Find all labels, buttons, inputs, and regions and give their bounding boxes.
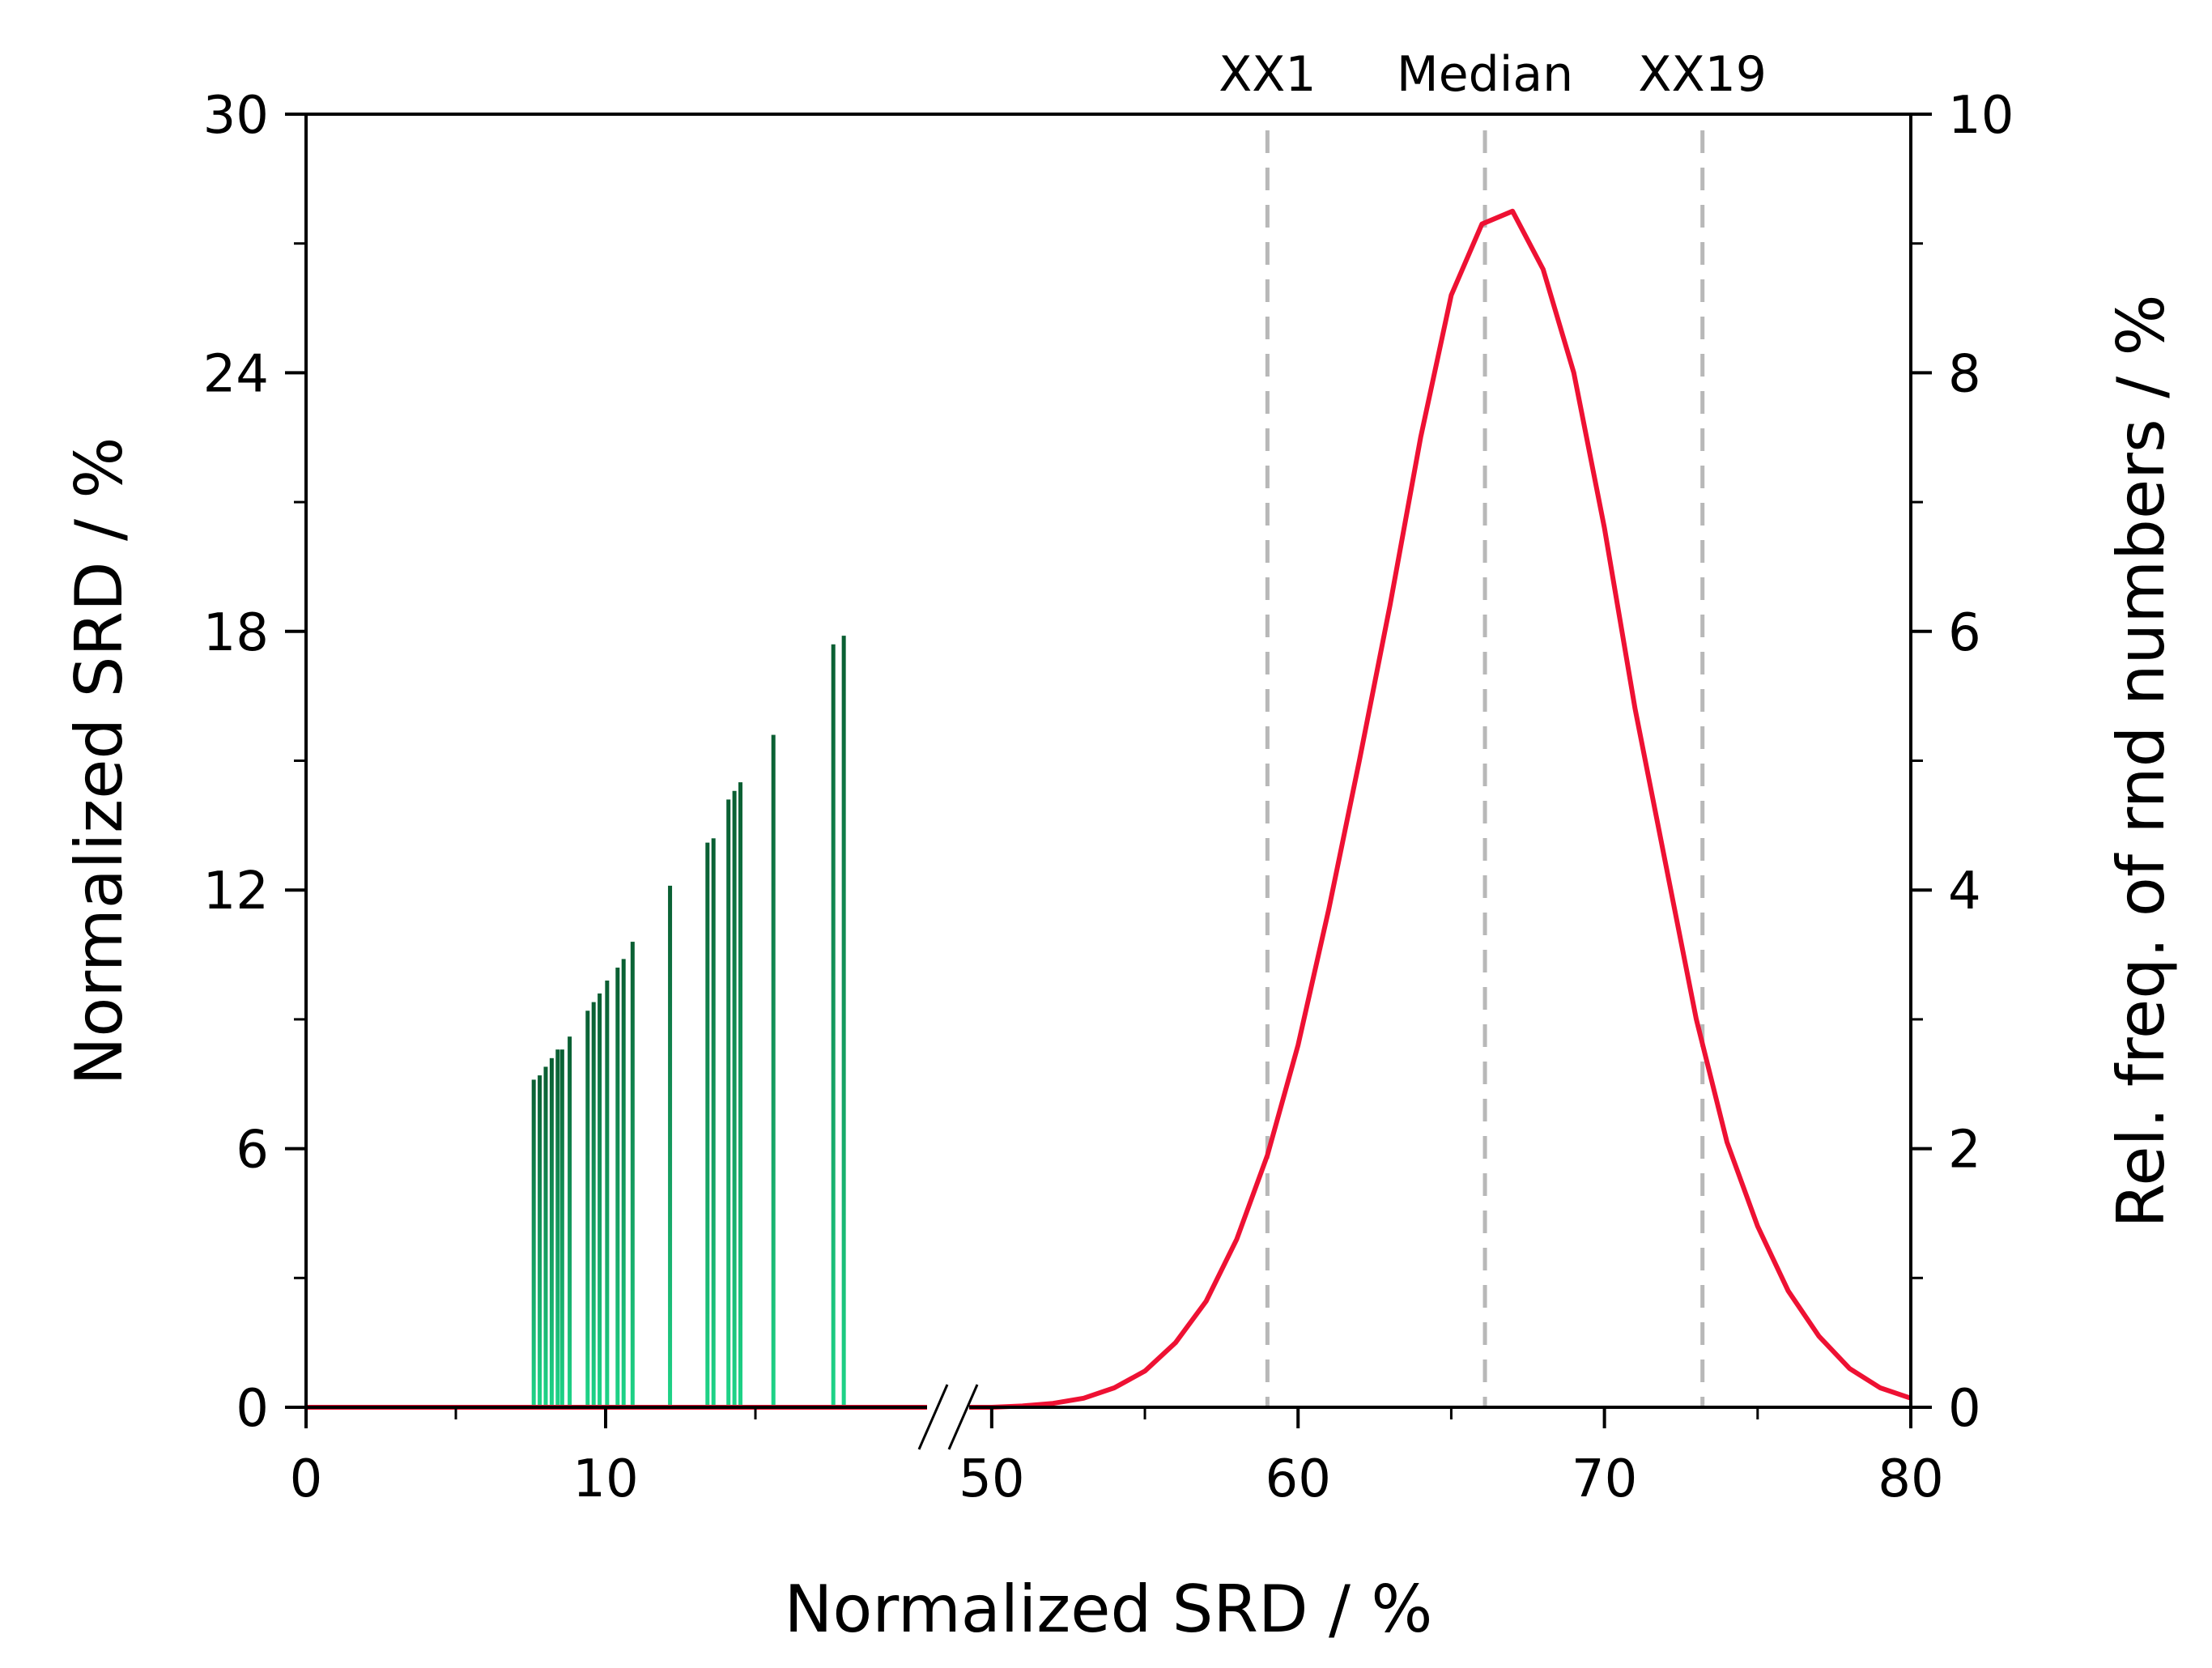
x-tick-label: 60: [1266, 1449, 1331, 1509]
reference-line-label: XX19: [1638, 46, 1767, 103]
y-left-tick-label: 6: [236, 1121, 269, 1181]
y-left-tick-label: 0: [236, 1379, 269, 1439]
bar: [559, 1049, 564, 1407]
axis-break-mark-right: [947, 1384, 979, 1450]
bar: [726, 799, 731, 1407]
bar: [543, 1066, 548, 1407]
bar-series: [531, 636, 846, 1407]
reference-lines: XX1 Median XX19: [1219, 46, 1767, 1407]
bar: [605, 980, 610, 1407]
y-right-tick-label: 6: [1948, 603, 1981, 663]
x-tick-label: 50: [959, 1449, 1024, 1509]
x-tick-label: 70: [1572, 1449, 1637, 1509]
left-axis-ticks: 0 6 12 18 24 30: [203, 86, 306, 1439]
bar: [555, 1049, 560, 1407]
bar: [615, 968, 620, 1407]
bar: [841, 636, 846, 1407]
reference-line-label: XX1: [1219, 46, 1316, 103]
bar: [630, 942, 635, 1407]
bar: [732, 790, 737, 1407]
bar: [621, 959, 626, 1407]
y-left-tick-label: 18: [203, 603, 269, 663]
y-left-tick-label: 24: [203, 344, 269, 404]
bar: [711, 838, 716, 1407]
x-axis-ticks: 0 10 50 60 70 80: [290, 1407, 1944, 1509]
right-axis-ticks: 0 2 4 6 8 10: [1911, 86, 2014, 1439]
axis-break-gap: [927, 1393, 969, 1429]
bar: [831, 644, 836, 1407]
series-line: [306, 208, 1912, 1410]
y-right-tick-label: 8: [1948, 344, 1981, 404]
bar: [585, 1011, 590, 1407]
left-axis-title: Normalized SRD / %: [62, 437, 137, 1086]
y-right-tick-label: 4: [1948, 862, 1981, 921]
x-tick-label: 80: [1878, 1449, 1943, 1509]
x-tick-label: 0: [290, 1449, 323, 1509]
right-axis-title: Rel. freq. of rnd numbers / %: [2104, 294, 2179, 1228]
bar: [771, 734, 776, 1407]
y-right-tick-label: 2: [1948, 1121, 1981, 1181]
bar: [705, 842, 710, 1407]
bar: [738, 782, 742, 1407]
reference-line-label: Median: [1397, 46, 1573, 103]
y-right-tick-label: 10: [1948, 86, 2014, 146]
axis-break-mark-left: [917, 1384, 949, 1450]
x-tick-label: 10: [572, 1449, 638, 1509]
bar: [668, 885, 673, 1407]
bar: [549, 1057, 554, 1407]
y-left-tick-label: 30: [203, 86, 269, 146]
x-axis-title: Normalized SRD / %: [785, 1572, 1433, 1647]
y-left-tick-label: 12: [203, 862, 269, 921]
y-right-tick-label: 0: [1948, 1379, 1981, 1439]
bar: [598, 993, 602, 1407]
bar: [568, 1036, 572, 1407]
bar: [531, 1079, 536, 1407]
bar: [591, 1002, 596, 1407]
bar: [538, 1075, 542, 1407]
line-series: [306, 208, 1912, 1410]
